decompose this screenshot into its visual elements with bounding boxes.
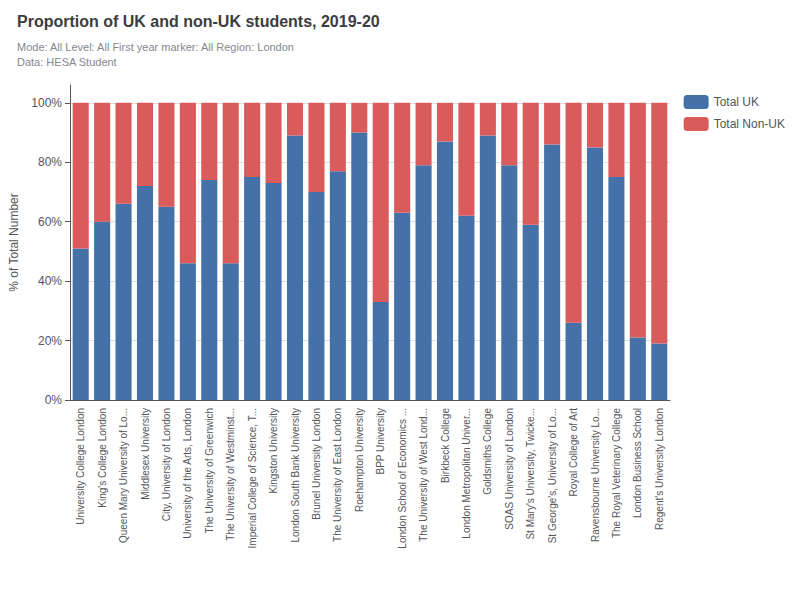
svg-text:The University of Greenwich: The University of Greenwich: [204, 408, 215, 534]
svg-text:King's College London: King's College London: [97, 408, 108, 508]
svg-text:% of Total Number: % of Total Number: [7, 193, 21, 292]
svg-text:Mode: All Level: All First yea: Mode: All Level: All First year marker: …: [17, 41, 294, 53]
svg-text:The University of West Lond...: The University of West Lond...: [418, 408, 429, 542]
svg-text:Goldsmiths College: Goldsmiths College: [482, 408, 493, 495]
svg-text:SOAS University of London: SOAS University of London: [504, 408, 515, 530]
svg-text:Royal College of Art: Royal College of Art: [568, 408, 579, 497]
svg-text:London School of Economics ...: London School of Economics ...: [397, 408, 408, 549]
svg-text:Brunel University London: Brunel University London: [311, 408, 322, 520]
svg-text:London Metropolitan Univer...: London Metropolitan Univer...: [461, 408, 472, 539]
svg-text:St Mary's University, Twicke..: St Mary's University, Twicke...: [525, 408, 536, 540]
svg-text:Imperial College of Science, T: Imperial College of Science, T...: [247, 408, 258, 548]
svg-text:Proportion of UK and non-UK st: Proportion of UK and non-UK students, 20…: [17, 13, 380, 30]
svg-text:Ravensbourne University Lo...: Ravensbourne University Lo...: [590, 408, 601, 542]
svg-text:Data: HESA Student: Data: HESA Student: [17, 56, 117, 68]
svg-text:University College London: University College London: [75, 408, 86, 525]
svg-text:Birkbeck College: Birkbeck College: [440, 408, 451, 483]
svg-text:The University of Westminst...: The University of Westminst...: [225, 408, 236, 541]
svg-text:BPP University: BPP University: [375, 408, 386, 475]
svg-text:60%: 60%: [38, 215, 62, 229]
svg-text:The Royal Veterinary College: The Royal Veterinary College: [611, 408, 622, 539]
svg-text:Kingston University: Kingston University: [268, 408, 279, 494]
svg-text:Queen Mary University of Lo...: Queen Mary University of Lo...: [118, 408, 129, 543]
svg-text:London South Bank University: London South Bank University: [290, 408, 301, 543]
svg-text:Total UK: Total UK: [714, 95, 759, 109]
svg-text:20%: 20%: [38, 334, 62, 348]
svg-text:Middlesex University: Middlesex University: [140, 408, 151, 500]
svg-text:100%: 100%: [31, 96, 62, 110]
svg-text:St George's, University of Lo.: St George's, University of Lo...: [547, 408, 558, 543]
svg-text:Total Non-UK: Total Non-UK: [714, 117, 785, 131]
svg-text:0%: 0%: [45, 393, 63, 407]
svg-text:Regent's University London: Regent's University London: [654, 408, 665, 530]
svg-text:University of the Arts, London: University of the Arts, London: [182, 408, 193, 539]
svg-text:London Business School: London Business School: [632, 408, 643, 518]
svg-text:Roehampton University: Roehampton University: [354, 408, 365, 512]
svg-text:40%: 40%: [38, 274, 62, 288]
svg-text:City, University of London: City, University of London: [161, 408, 172, 521]
svg-text:The University of East London: The University of East London: [332, 408, 343, 542]
svg-text:80%: 80%: [38, 155, 62, 169]
